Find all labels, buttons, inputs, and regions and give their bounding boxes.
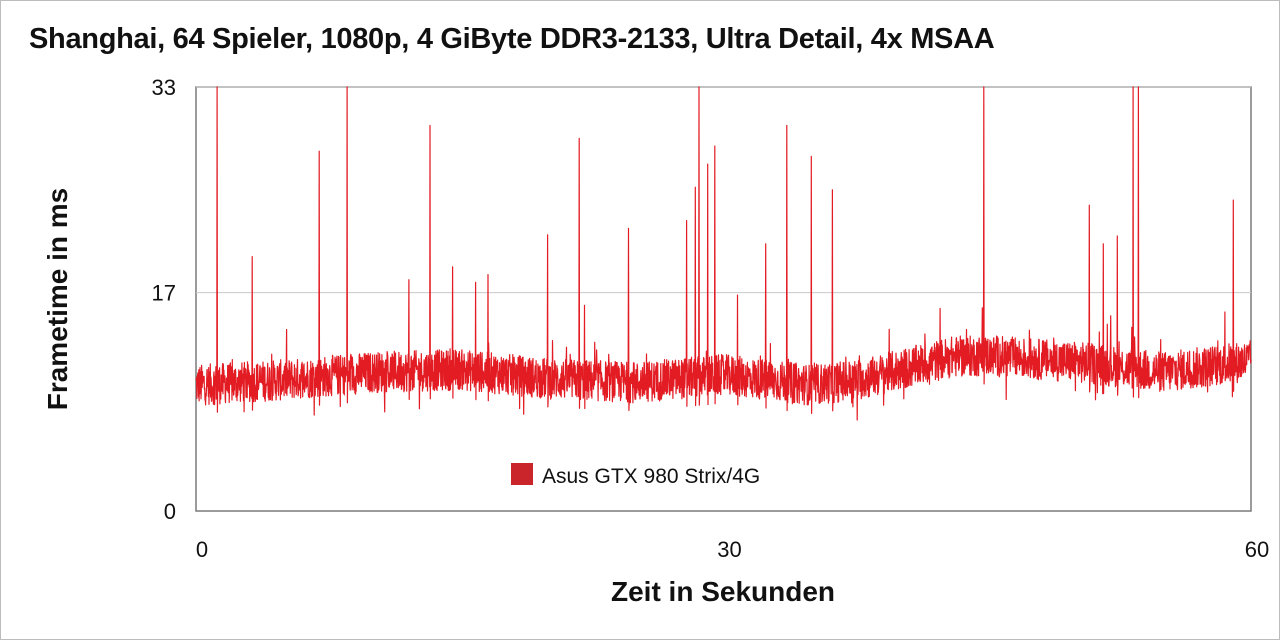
series-line-asus-gtx-980-strix <box>195 86 1252 421</box>
x-tick-label-30: 30 <box>717 537 741 562</box>
plot-area <box>195 86 1252 512</box>
legend-swatch <box>511 463 533 485</box>
x-axis-label: Zeit in Sekunden <box>611 576 835 607</box>
x-tick-label-0: 0 <box>196 537 208 562</box>
chart-title: Shanghai, 64 Spieler, 1080p, 4 GiByte DD… <box>29 23 995 55</box>
y-tick-label-0: 0 <box>164 499 176 524</box>
x-tick-label-60: 60 <box>1245 537 1269 562</box>
legend: Asus GTX 980 Strix/4G <box>511 463 760 488</box>
y-tick-label-33: 33 <box>152 75 176 100</box>
legend-label: Asus GTX 980 Strix/4G <box>542 465 760 488</box>
y-tick-label-17: 17 <box>152 281 176 306</box>
y-axis-label: Frametime in ms <box>42 188 73 411</box>
